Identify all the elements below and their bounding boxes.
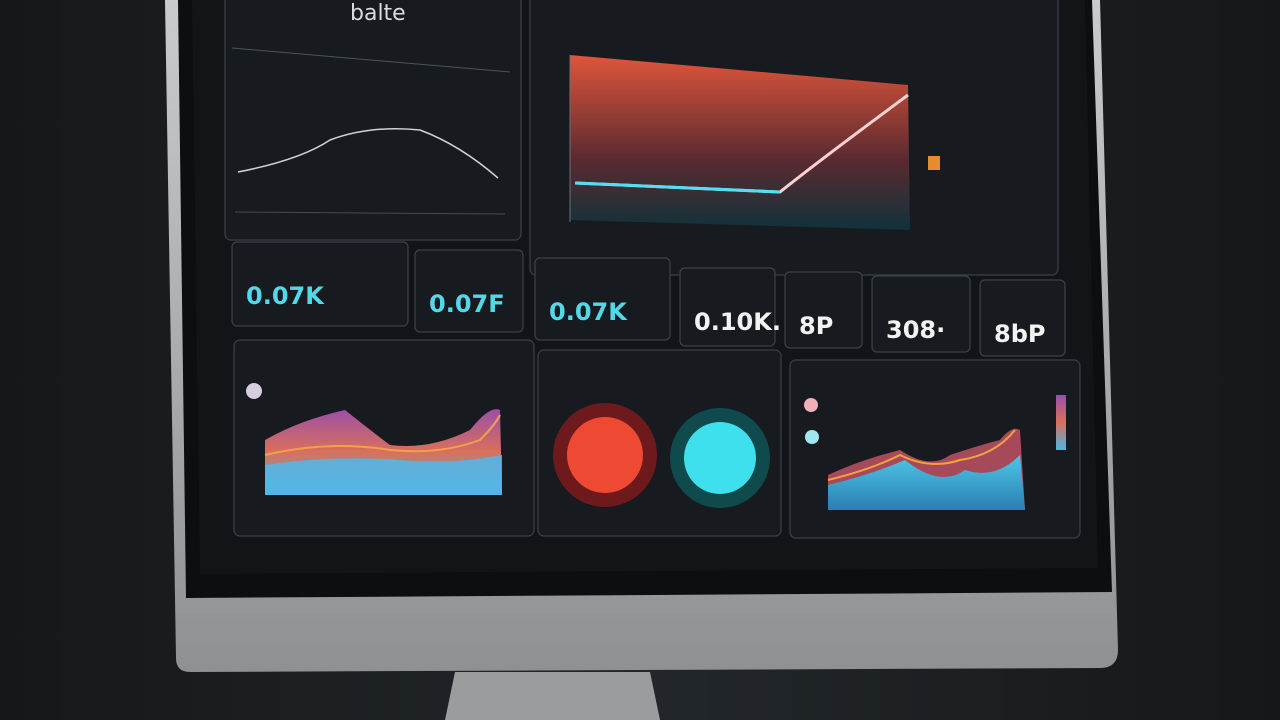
line-chart <box>237 128 499 179</box>
dashboard-title: balte <box>350 1 406 26</box>
kpi-card <box>871 275 971 353</box>
kpi-card <box>231 241 409 327</box>
monitor-stand <box>445 672 660 720</box>
area-chart <box>828 455 1025 510</box>
kpi-row: 0.07K 0.07F 0.07K 0.10K. 8P 308· 8bP <box>231 241 1066 357</box>
kpi-card <box>534 257 671 341</box>
area-chart <box>265 455 502 495</box>
kpi-value: 308· <box>886 316 945 344</box>
area-chart <box>570 55 910 230</box>
divider <box>231 47 511 73</box>
legend-dot <box>805 430 819 444</box>
kpi-card <box>784 271 863 349</box>
kpi-card <box>679 267 776 347</box>
kpi-value: 0.07K <box>549 298 628 326</box>
kpi-card <box>414 249 524 333</box>
axis <box>234 211 506 215</box>
kpi-card <box>979 279 1066 357</box>
kpi-value: 0.10K. <box>694 308 781 336</box>
trend-line <box>574 93 909 194</box>
legend-dot <box>804 398 818 412</box>
trend-line <box>827 429 1016 481</box>
kpi-value: 0.07F <box>429 290 505 318</box>
kpi-value: 0.07K <box>246 282 325 310</box>
donut-core <box>567 417 643 493</box>
trend-line <box>574 181 781 194</box>
legend-dot <box>246 383 262 399</box>
color-scale <box>1056 395 1066 450</box>
kpi-value: 8bP <box>994 320 1045 348</box>
kpi-value: 8P <box>799 312 833 340</box>
panel <box>789 359 1081 539</box>
legend-icon <box>928 156 940 170</box>
donut-core <box>684 422 756 494</box>
panel <box>224 0 522 241</box>
trend-line <box>264 414 501 456</box>
